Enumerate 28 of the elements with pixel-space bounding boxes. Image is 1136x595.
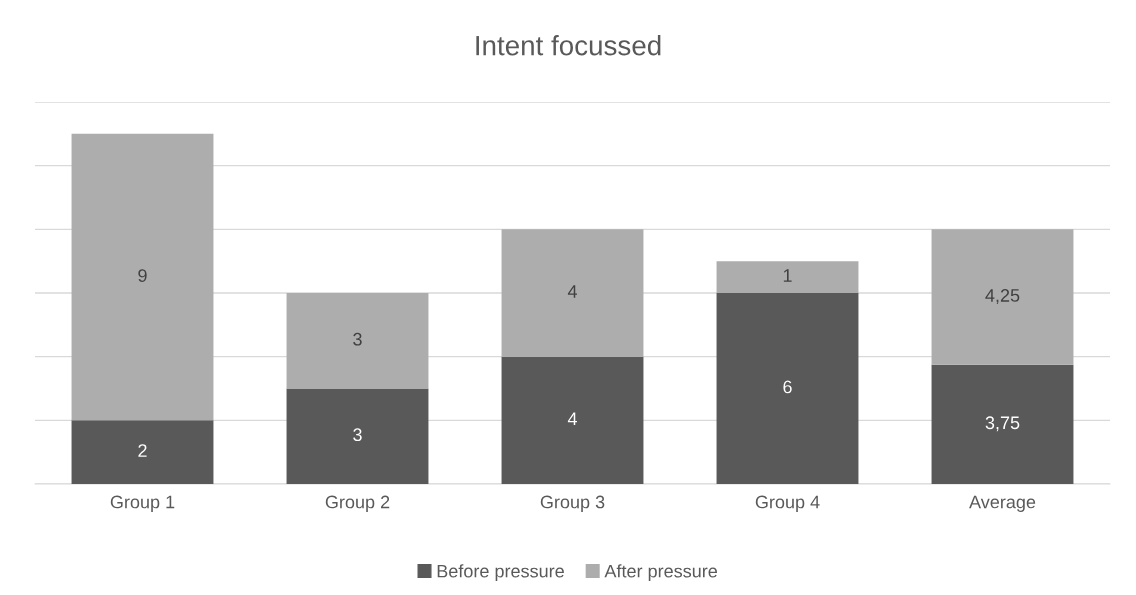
data-label: 2 (138, 444, 147, 457)
data-label: 4 (567, 285, 577, 298)
data-label: 3 (353, 332, 362, 346)
bar (716, 261, 859, 293)
bar (286, 388, 429, 484)
bar (501, 356, 644, 484)
data-label: 6 (783, 380, 792, 394)
bar (931, 364, 1074, 484)
x-tick-label: Average (969, 495, 1036, 512)
data-label: 3,75 (985, 416, 1020, 432)
legend-label: Before pressure (437, 564, 564, 582)
data-label: 4,25 (985, 289, 1020, 304)
bar (501, 229, 644, 357)
chart-title: Intent focussed (476, 35, 661, 56)
bar (716, 293, 859, 484)
x-tick-label: Group 2 (325, 495, 390, 512)
data-label: 3 (353, 428, 362, 442)
data-label: 9 (138, 269, 147, 282)
x-tick-label: Group 4 (755, 495, 820, 512)
bar (71, 133, 214, 421)
bar (286, 293, 429, 389)
data-label: 1 (783, 269, 792, 282)
x-tick-label: Group 1 (110, 495, 175, 512)
bar (71, 420, 214, 484)
legend-label: After pressure (604, 564, 718, 582)
x-tick-label: Group 3 (540, 495, 605, 512)
data-label: 4 (567, 412, 577, 425)
bar (931, 229, 1074, 365)
